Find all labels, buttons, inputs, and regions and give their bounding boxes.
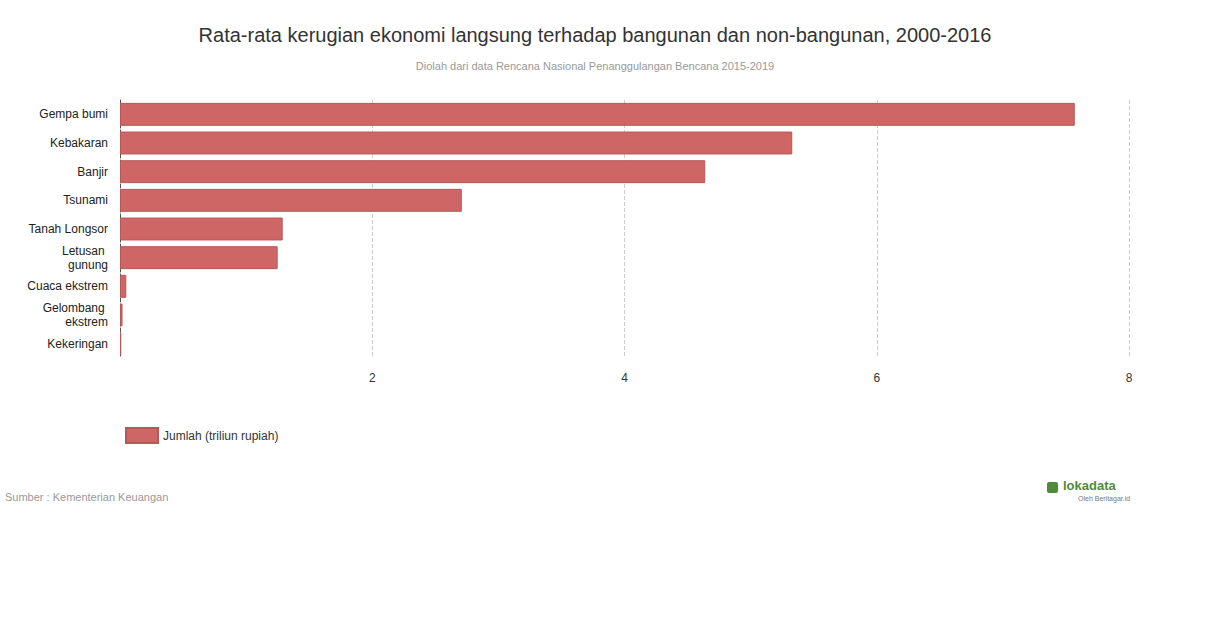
svg-text:lokadata: lokadata — [1063, 478, 1117, 493]
svg-text:Sumber : Kementerian Keuangan: Sumber : Kementerian Keuangan — [5, 491, 168, 503]
svg-text:Diolah dari data Rencana Nasio: Diolah dari data Rencana Nasional Penang… — [416, 60, 774, 72]
svg-text:Tanah Longsor: Tanah Longsor — [29, 222, 108, 236]
svg-text:8: 8 — [1126, 371, 1133, 385]
svg-text:Banjir: Banjir — [77, 165, 108, 179]
svg-text:Letusan: Letusan — [62, 244, 108, 258]
svg-text:gunung: gunung — [68, 258, 108, 272]
svg-text:Jumlah (triliun rupiah): Jumlah (triliun rupiah) — [163, 429, 278, 443]
svg-text:Gempa bumi: Gempa bumi — [39, 107, 108, 121]
svg-text:Cuaca ekstrem: Cuaca ekstrem — [27, 279, 108, 293]
svg-text:Kebakaran: Kebakaran — [50, 136, 108, 150]
svg-text:Rata-rata kerugian ekonomi lan: Rata-rata kerugian ekonomi langsung terh… — [199, 24, 992, 46]
svg-text:4: 4 — [621, 371, 628, 385]
svg-text:2: 2 — [369, 371, 376, 385]
svg-text:Tsunami: Tsunami — [63, 193, 108, 207]
svg-text:Gelombang: Gelombang — [43, 301, 108, 315]
svg-text:6: 6 — [873, 371, 880, 385]
svg-text:Oleh Beritagar.id: Oleh Beritagar.id — [1078, 495, 1130, 503]
svg-text:ekstrem: ekstrem — [65, 315, 108, 329]
svg-text:Kekeringan: Kekeringan — [47, 337, 108, 351]
